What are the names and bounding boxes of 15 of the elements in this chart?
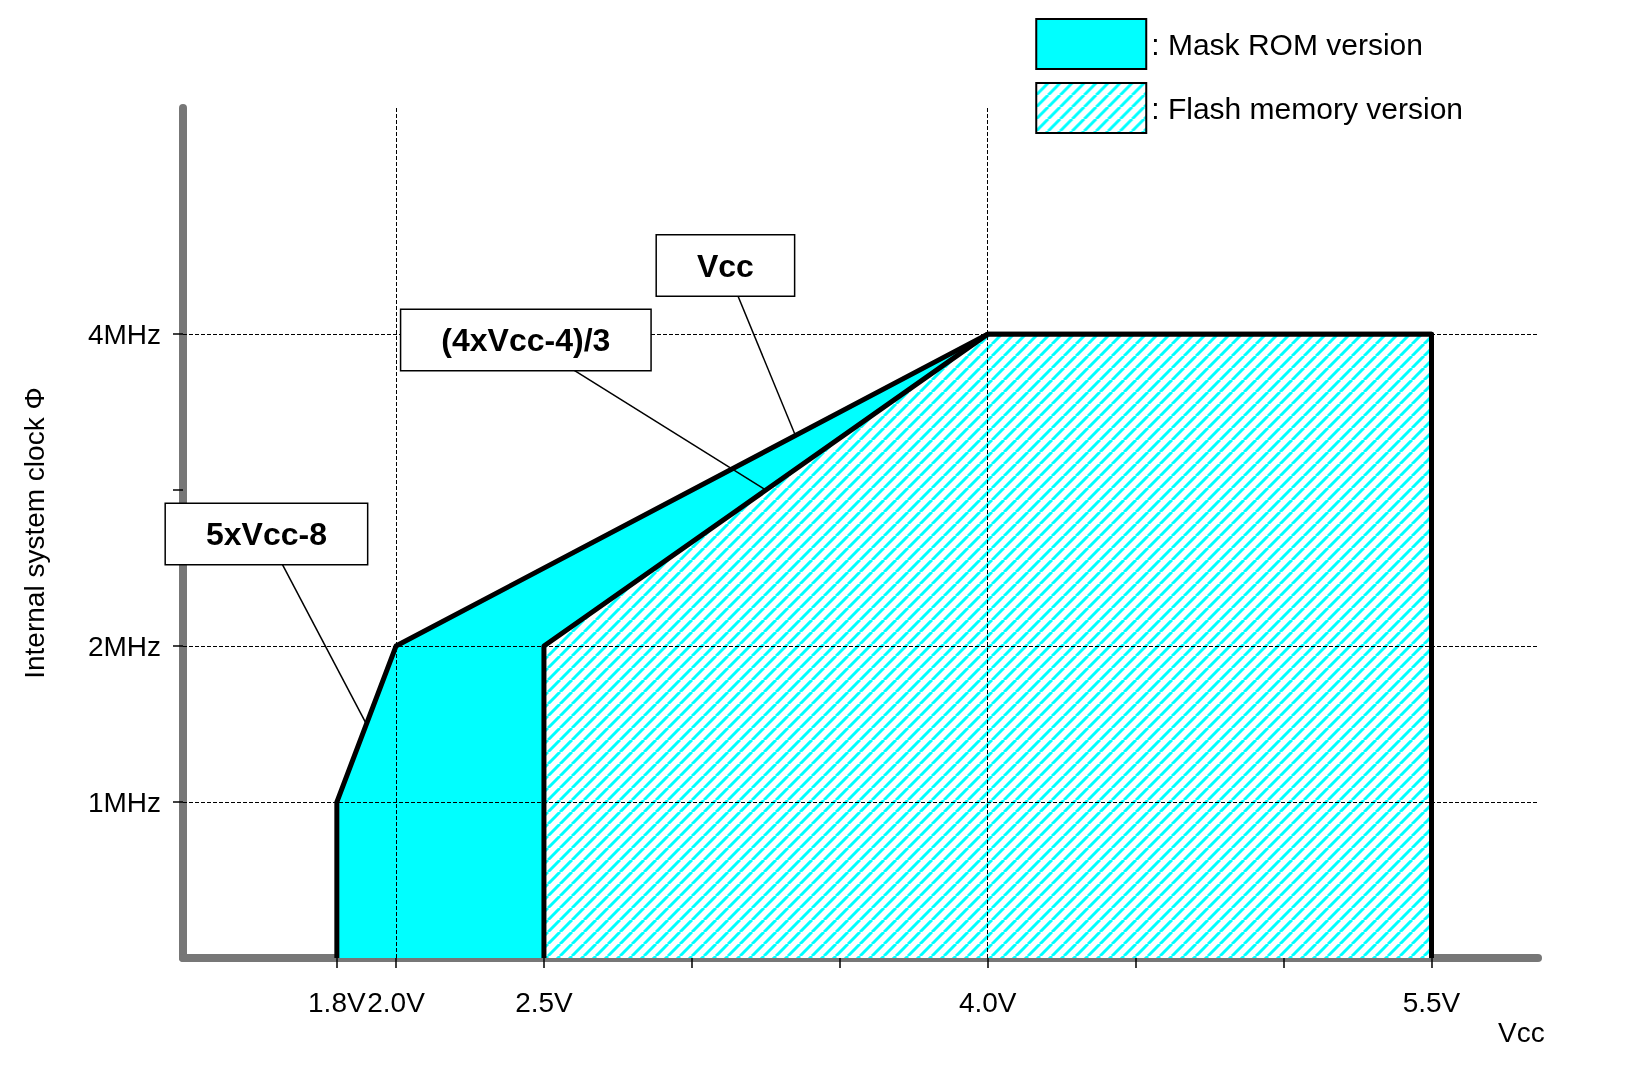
x-tick-label: 2.5V	[515, 986, 574, 1018]
annotation: 5xVcc-8	[205, 516, 327, 553]
y-tick-label: 1MHz	[87, 786, 161, 818]
legend-label: : Flash memory version	[1151, 91, 1463, 125]
x-tick-label: 2.0V	[367, 986, 426, 1018]
x-axis-title: Vcc	[1498, 1016, 1545, 1048]
y-tick-label: 2MHz	[87, 630, 161, 662]
annotation: (4xVcc-4)/3	[441, 322, 611, 359]
annotation: Vcc	[696, 247, 754, 284]
legend-label: : Mask ROM version	[1151, 27, 1423, 61]
x-tick-label: 4.0V	[958, 986, 1017, 1018]
y-tick-label: 4MHz	[87, 318, 161, 350]
x-tick-label: 5.5V	[1402, 986, 1461, 1018]
y-axis-title: Internal system clock Φ	[18, 387, 50, 679]
x-tick-label: 1.8V	[308, 986, 366, 1018]
